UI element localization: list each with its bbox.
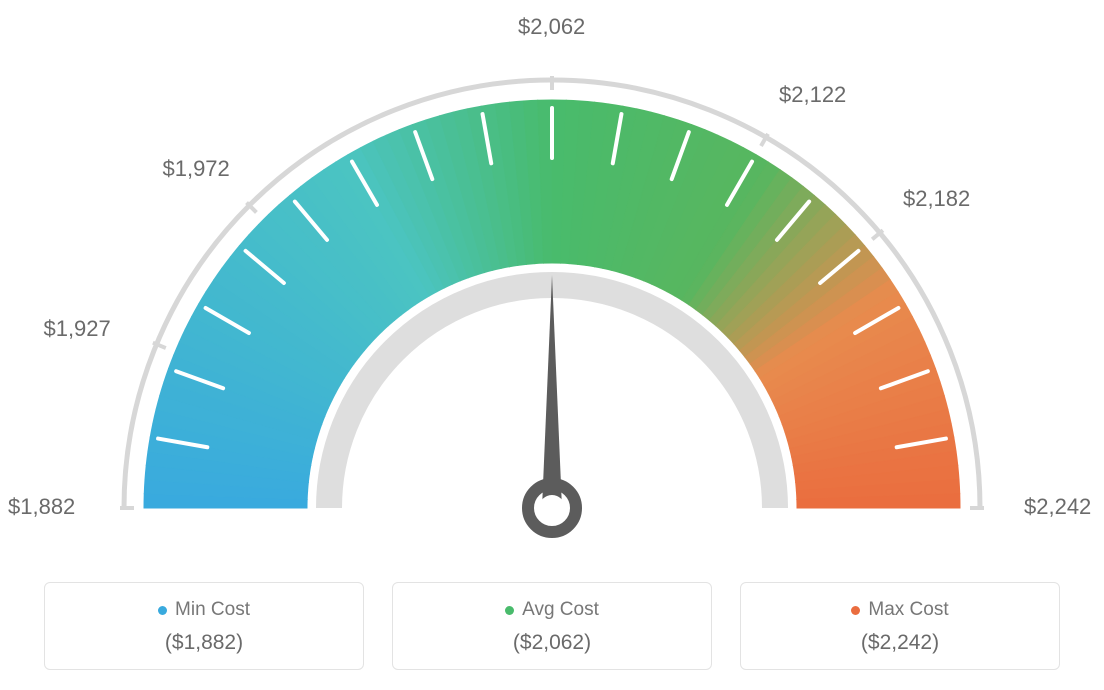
avg-cost-title: Avg Cost bbox=[505, 599, 599, 621]
min-cost-label: Min Cost bbox=[175, 599, 250, 621]
max-cost-card: Max Cost ($2,242) bbox=[740, 582, 1060, 670]
gauge-tick-label: $1,927 bbox=[43, 316, 110, 342]
gauge-tick-label: $2,242 bbox=[1024, 494, 1091, 520]
max-cost-label: Max Cost bbox=[868, 599, 948, 621]
avg-cost-value: ($2,062) bbox=[403, 631, 701, 655]
gauge-tick-label: $1,882 bbox=[8, 494, 75, 520]
min-cost-title: Min Cost bbox=[158, 599, 250, 621]
gauge-svg bbox=[0, 0, 1104, 560]
gauge-tick-label: $2,062 bbox=[518, 14, 585, 40]
gauge-chart: $1,882 $1,927 $1,972 $2,062 $2,122 $2,182 $2,2… bbox=[0, 0, 1104, 560]
min-cost-value: ($1,882) bbox=[55, 631, 353, 655]
legend-cards: Min Cost ($1,882) Avg Cost ($2,062) Max … bbox=[0, 582, 1104, 670]
avg-dot-icon bbox=[505, 606, 514, 615]
max-cost-value: ($2,242) bbox=[751, 631, 1049, 655]
gauge-tick-label: $2,122 bbox=[779, 82, 846, 108]
gauge-tick-label: $2,182 bbox=[903, 186, 970, 212]
max-cost-title: Max Cost bbox=[851, 599, 948, 621]
max-dot-icon bbox=[851, 606, 860, 615]
min-cost-card: Min Cost ($1,882) bbox=[44, 582, 364, 670]
avg-cost-label: Avg Cost bbox=[522, 599, 599, 621]
gauge-tick-label: $1,972 bbox=[162, 156, 229, 182]
avg-cost-card: Avg Cost ($2,062) bbox=[392, 582, 712, 670]
min-dot-icon bbox=[158, 606, 167, 615]
